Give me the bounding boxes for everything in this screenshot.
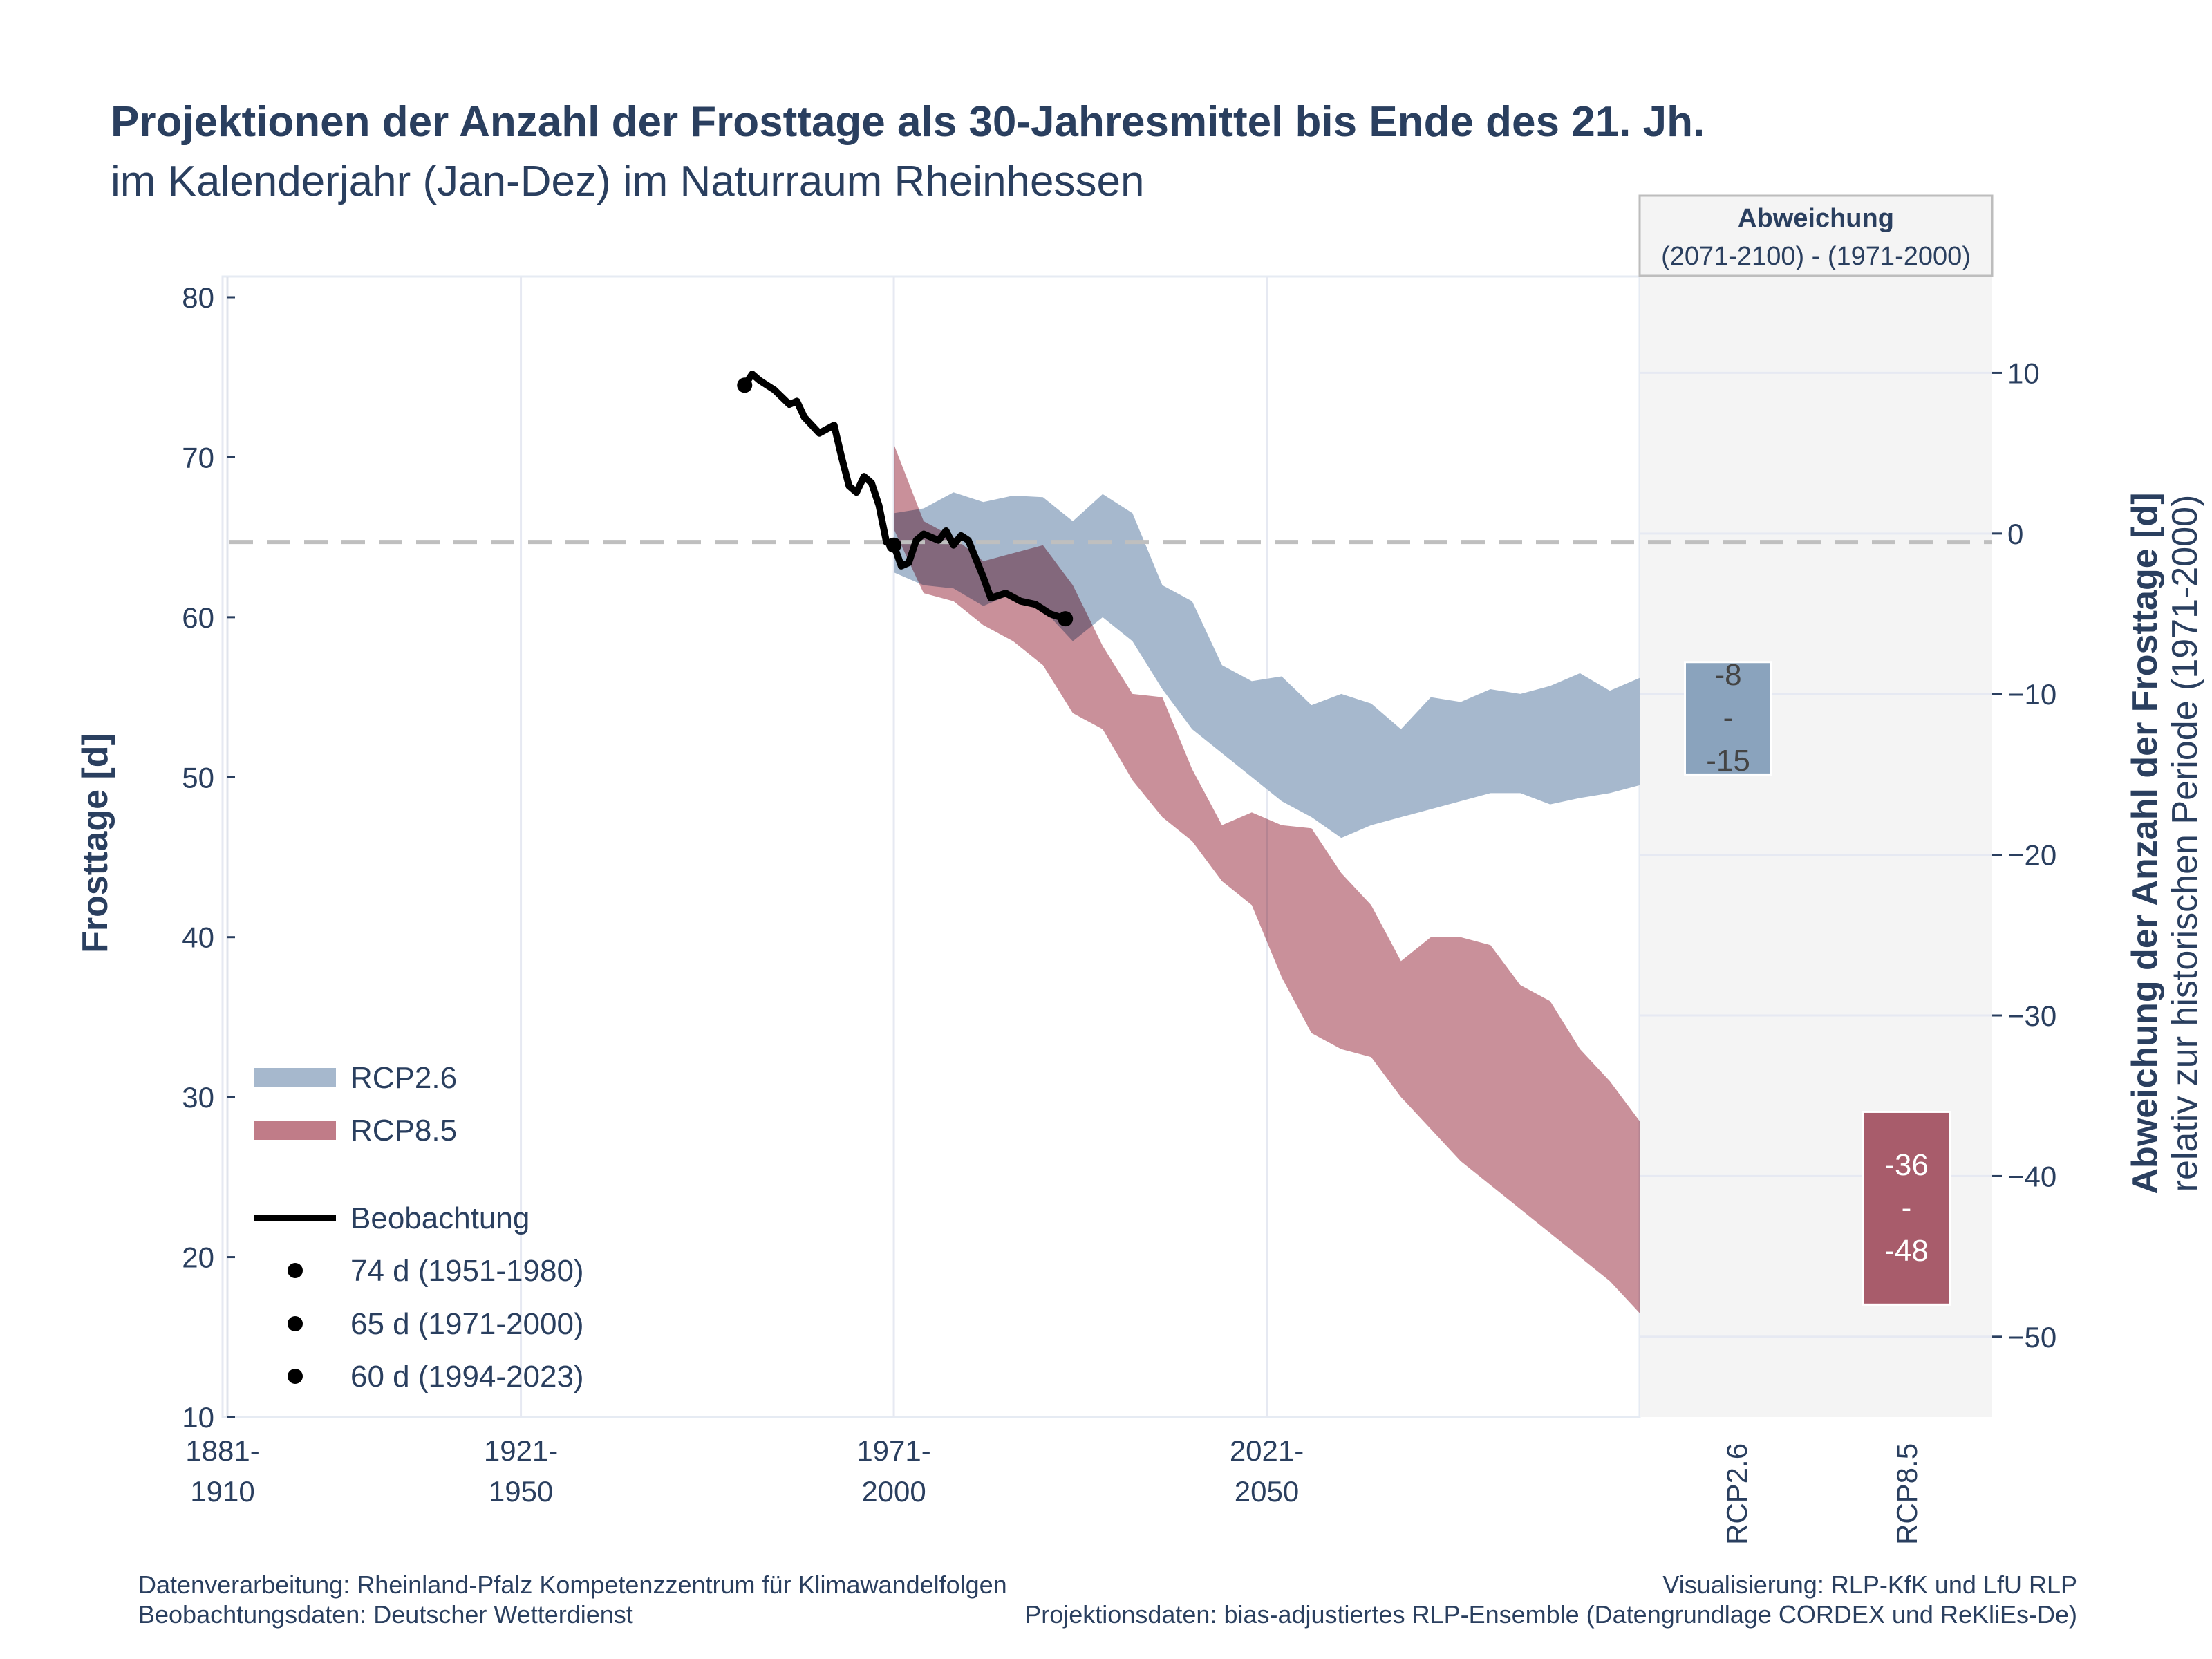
- y-axis-ticks: 10 20 30 40 50 60 70 80: [182, 281, 235, 1434]
- y2-tick-label: 0: [2007, 518, 2023, 550]
- deviation-label-rcp26-low: -15: [1706, 744, 1750, 778]
- band-rcp26: [894, 492, 1640, 838]
- observation-point-1951-1980: [737, 377, 753, 393]
- legend-swatch-rcp85: [254, 1121, 336, 1140]
- y2-axis-subtitle: relativ zur historischen Periode (1971-2…: [2165, 495, 2205, 1192]
- panel-category-rcp26: RCP2.6: [1721, 1443, 1753, 1545]
- y2-tick-label: −10: [2007, 678, 2056, 711]
- y2-tick-label: 10: [2007, 357, 2040, 389]
- band-rcp85: [894, 444, 1640, 1313]
- plot-frame: [221, 275, 1641, 1418]
- y-tick-label: 10: [182, 1401, 214, 1434]
- grid: [221, 275, 1641, 1418]
- y-tick-label: 30: [182, 1081, 214, 1114]
- deviation-panel-header: [1638, 194, 1994, 277]
- legend-label-p2: 65 d (1971-2000): [350, 1307, 584, 1341]
- deviation-label-rcp85-separator: -: [1902, 1191, 1912, 1225]
- observation-point-1971-2000: [886, 537, 902, 553]
- footer-projection-source: Projektionsdaten: bias-adjustiertes RLP-…: [1024, 1600, 2077, 1629]
- x-tick-label: 2000: [861, 1475, 926, 1508]
- x-tick-label: 1881-: [185, 1434, 259, 1467]
- x-tick-label: 1950: [489, 1475, 553, 1508]
- legend-marker-p3: [288, 1369, 303, 1384]
- observation-point-1994-2023: [1058, 611, 1074, 627]
- y-tick-label: 60: [182, 601, 214, 634]
- y-axis-title: Frosttage [d]: [75, 733, 115, 953]
- deviation-label-rcp85-high: -36: [1884, 1148, 1929, 1182]
- legend: RCP2.6 RCP8.5 Beobachtung 74 d (1951-198…: [254, 1061, 584, 1394]
- y2-tick-label: −20: [2007, 839, 2056, 872]
- footer-visualization: Visualisierung: RLP-KfK und LfU RLP: [1662, 1571, 2077, 1599]
- y2-tick-label: −30: [2007, 1000, 2056, 1032]
- legend-swatch-rcp26: [254, 1068, 336, 1087]
- legend-marker-p1: [288, 1263, 303, 1278]
- deviation-bar-rcp26: [1684, 661, 1772, 776]
- y-tick-label: 70: [182, 441, 214, 474]
- legend-marker-p2: [288, 1316, 303, 1331]
- y-tick-label: 40: [182, 921, 214, 954]
- y2-tick-label: −40: [2007, 1160, 2056, 1192]
- x-axis-ticks: 1881- 1910 1921- 1950 1971- 2000 2021- 2050: [185, 1434, 1304, 1508]
- deviation-label-rcp85-low: -48: [1884, 1234, 1929, 1268]
- legend-label-rcp26: RCP2.6: [350, 1061, 457, 1095]
- y2-tick-label: −50: [2007, 1321, 2056, 1353]
- legend-label-p1: 74 d (1951-1980): [350, 1254, 584, 1288]
- y-tick-label: 80: [182, 281, 214, 314]
- footer-observation-source: Beobachtungsdaten: Deutscher Wetterdiens…: [138, 1600, 633, 1629]
- legend-label-observation: Beobachtung: [350, 1201, 529, 1235]
- x-tick-label: 2050: [1235, 1475, 1299, 1508]
- y2-axis-title: Abweichung der Anzahl der Frosttage [d]: [2125, 492, 2165, 1194]
- deviation-label-rcp26-high: -8: [1714, 658, 1741, 692]
- deviation-panel-subtitle: (2071-2100) - (1971-2000): [1661, 242, 1971, 271]
- x-tick-label: 1910: [190, 1475, 254, 1508]
- deviation-label-rcp26-separator: -: [1723, 701, 1734, 735]
- x-tick-label: 1921-: [484, 1434, 558, 1467]
- legend-label-rcp85: RCP8.5: [350, 1114, 457, 1147]
- legend-label-p3: 60 d (1994-2023): [350, 1360, 584, 1394]
- deviation-panel-title: Abweichung: [1738, 204, 1894, 233]
- x-tick-label: 2021-: [1230, 1434, 1304, 1467]
- y2-axis-ticks: 10 0 −10 −20 −30 −40 −50: [1992, 357, 2056, 1353]
- chart-subtitle: im Kalenderjahr (Jan-Dez) im Naturraum R…: [111, 158, 1144, 205]
- y-tick-label: 20: [182, 1241, 214, 1274]
- y-tick-label: 50: [182, 761, 214, 794]
- x-tick-label: 1971-: [856, 1434, 930, 1467]
- deviation-bar-rcp85: [1862, 1110, 1951, 1306]
- footer-processing: Datenverarbeitung: Rheinland-Pfalz Kompe…: [138, 1571, 1007, 1599]
- panel-category-rcp85: RCP8.5: [1891, 1443, 1923, 1545]
- chart-title: Projektionen der Anzahl der Frosttage al…: [111, 98, 1705, 146]
